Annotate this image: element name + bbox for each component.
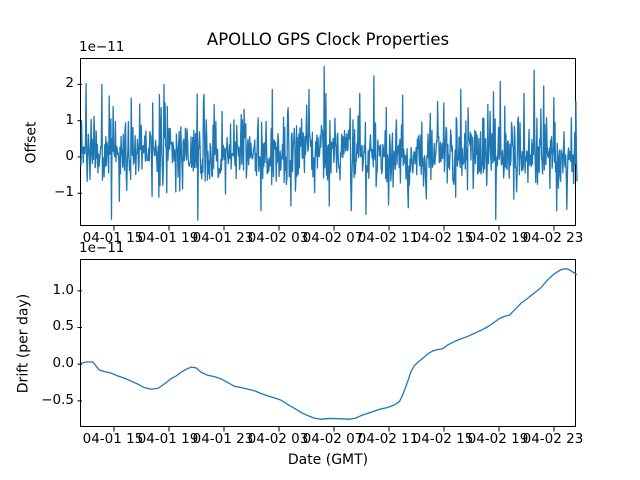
x-tick-label: 04-02 23 (522, 431, 584, 447)
x-tick-label: 04-01 19 (137, 431, 199, 447)
x-tick-label: 04-02 19 (467, 431, 529, 447)
y-tick-label: 1.0 (52, 281, 74, 298)
y-tick-label: 0 (65, 147, 74, 164)
y-tick-label: 0.5 (52, 318, 74, 335)
x-tick-label: 04-02 03 (247, 431, 309, 447)
drift-scale-note: 1e−11 (79, 240, 125, 256)
y-tick-label: −1 (54, 184, 74, 201)
y-tick-label: −0.5 (41, 391, 74, 408)
offset-series-line (80, 65, 578, 221)
x-tick-label: 04-02 11 (357, 230, 419, 246)
x-tick-label: 04-02 03 (247, 230, 309, 246)
offset-scale-note: 1e−11 (79, 39, 125, 55)
x-tick-label: 04-02 07 (302, 431, 364, 447)
y-tick-label: 0.0 (52, 355, 74, 372)
x-tick-label: 04-02 23 (522, 230, 584, 246)
x-tick-label: 04-01 23 (192, 431, 254, 447)
x-tick-label: 04-01 15 (82, 431, 144, 447)
xaxis-label: Date (GMT) (287, 452, 369, 468)
chart-title: APOLLO GPS Clock Properties (206, 30, 450, 49)
y-tick-label: 1 (65, 111, 74, 128)
x-tick-label: 04-02 11 (357, 431, 419, 447)
x-tick-label: 04-02 19 (467, 230, 529, 246)
drift-series-line (80, 268, 578, 420)
x-tick-label: 04-02 07 (302, 230, 364, 246)
x-tick-label: 04-02 15 (412, 230, 474, 246)
offset-series-canvas (77, 65, 578, 231)
drift-series-canvas (77, 268, 578, 432)
y-tick-label: 2 (65, 75, 74, 92)
x-tick-label: 04-01 19 (137, 230, 199, 246)
x-tick-label: 04-02 15 (412, 431, 474, 447)
drift-axes (77, 259, 578, 432)
x-tick-label: 04-01 15 (82, 230, 144, 246)
x-tick-label: 04-01 23 (192, 230, 254, 246)
offset-axes (77, 58, 578, 231)
